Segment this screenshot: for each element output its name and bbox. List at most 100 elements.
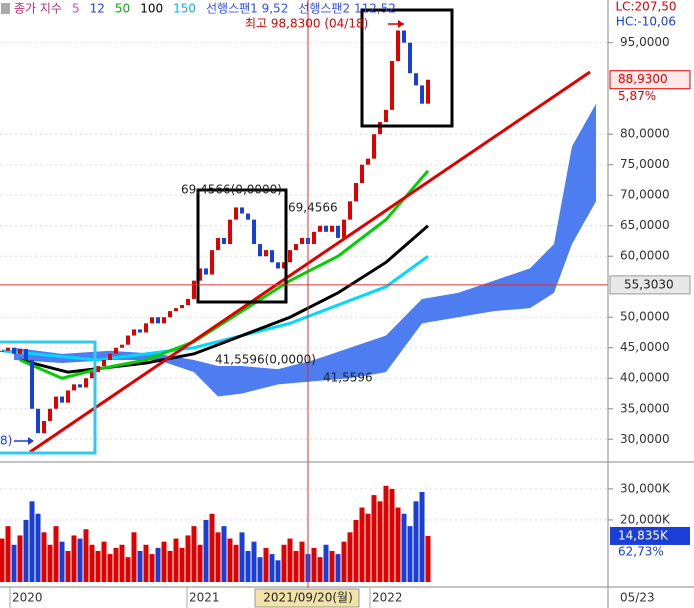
volume-bar <box>179 547 185 582</box>
ratio-label: 62,73% <box>618 544 664 558</box>
trend-line <box>29 70 591 454</box>
next-date: 05/23 <box>620 591 655 605</box>
annotation: 69,4566(0,0000) <box>181 183 282 197</box>
lc-label: LC:207,50 <box>615 0 676 14</box>
volume-bar <box>311 547 317 582</box>
legend-item: 150 <box>173 2 196 16</box>
volume-bar <box>11 544 17 582</box>
candle <box>288 250 292 263</box>
price-box <box>609 275 691 295</box>
candle <box>18 348 22 354</box>
candle <box>186 298 190 306</box>
y-tick-label: 30,000K <box>620 481 671 495</box>
candle <box>216 237 220 251</box>
volume-layer <box>0 485 431 582</box>
legend-item: 12 <box>90 2 105 16</box>
volume-bar <box>5 526 11 582</box>
candle <box>66 390 70 403</box>
candle <box>282 262 286 269</box>
candle <box>192 280 196 299</box>
volume-bar <box>407 526 413 582</box>
volume-bar <box>233 544 239 582</box>
legend-item: 선행스팬2 112,52 <box>298 1 396 16</box>
candle <box>384 109 388 123</box>
volume-bar <box>185 535 191 582</box>
x-tick-label: 2021 <box>189 591 220 605</box>
y-tick-label: 20,000K <box>620 512 671 526</box>
candle <box>228 219 232 245</box>
candle <box>54 396 58 409</box>
volume-bar <box>35 513 41 582</box>
candle <box>420 85 424 104</box>
candle <box>294 244 298 251</box>
volume-bar <box>113 547 119 582</box>
last-price-label: 88,9300 <box>618 72 668 86</box>
volume-bar <box>197 544 203 582</box>
candle <box>150 317 154 324</box>
volume-bar <box>377 501 383 582</box>
y-tick-label: 35,0000 <box>620 401 670 415</box>
highlight-box <box>196 188 288 304</box>
volume-bar <box>269 554 275 582</box>
volume-bar <box>329 550 335 582</box>
candle <box>90 372 94 379</box>
volume-bar <box>341 541 347 582</box>
legend-item: 종가 지수 <box>14 2 62 16</box>
candle <box>78 384 82 388</box>
volume-bar <box>287 538 293 582</box>
y-tick-label: 45,0000 <box>620 340 670 354</box>
volume-bar <box>215 532 221 582</box>
volume-bar <box>317 557 323 582</box>
moving-average <box>19 169 430 380</box>
candle <box>366 158 370 165</box>
volume-bar <box>293 550 299 582</box>
volume-bar <box>359 507 365 582</box>
volume-bar <box>371 495 377 582</box>
candle <box>198 268 202 281</box>
candle <box>162 317 166 324</box>
y-tick-label: 95,0000 <box>620 35 670 49</box>
volume-bar <box>167 550 173 582</box>
volume-bar <box>119 544 125 582</box>
volume-bar <box>251 541 257 582</box>
volume-bar <box>335 554 341 582</box>
volume-bar <box>395 507 401 582</box>
volume-bar <box>59 541 65 582</box>
volume-bar <box>95 550 101 582</box>
y-tick-label: 50,0000 <box>620 310 670 324</box>
legend: 종가 지수 5 12 50 100 150 선행스팬1 9,52 선행스팬2 112,52 <box>1 1 396 16</box>
candle <box>414 73 418 86</box>
volume-bar <box>263 547 269 582</box>
candle <box>138 329 142 333</box>
hc-label: HC:-10,06 <box>616 15 676 29</box>
volume-bar <box>107 554 113 582</box>
candle <box>264 250 268 257</box>
volume-bar <box>125 557 131 582</box>
candle <box>360 164 364 184</box>
volume-bar <box>131 532 137 582</box>
candle <box>156 317 160 324</box>
volume-bar <box>173 538 179 582</box>
volume-bar <box>281 544 287 582</box>
candle <box>144 323 148 333</box>
volume-bar <box>203 519 209 582</box>
legend-icon <box>1 3 10 14</box>
legend-item: 50 <box>115 2 130 16</box>
cursor-price-label: 55,3030 <box>624 277 674 291</box>
volume-bar <box>347 532 353 582</box>
volume-bar <box>29 501 35 582</box>
x-tick-label: 2022 <box>372 591 403 605</box>
annotation: 최고 98,8300 (04/18) <box>245 17 368 31</box>
candle <box>222 237 226 245</box>
volume-bar <box>413 501 419 582</box>
candle <box>204 268 208 275</box>
axis-layer: 95,0000 80,0000 75,0000 70,0000 65,0000 60,00… <box>608 35 671 526</box>
volume-bar <box>77 538 83 582</box>
volume-bar <box>101 541 107 582</box>
candle <box>24 348 28 360</box>
candle <box>84 378 88 388</box>
candle <box>408 42 412 74</box>
volume-bar <box>365 513 371 582</box>
volume-bar <box>83 529 89 582</box>
